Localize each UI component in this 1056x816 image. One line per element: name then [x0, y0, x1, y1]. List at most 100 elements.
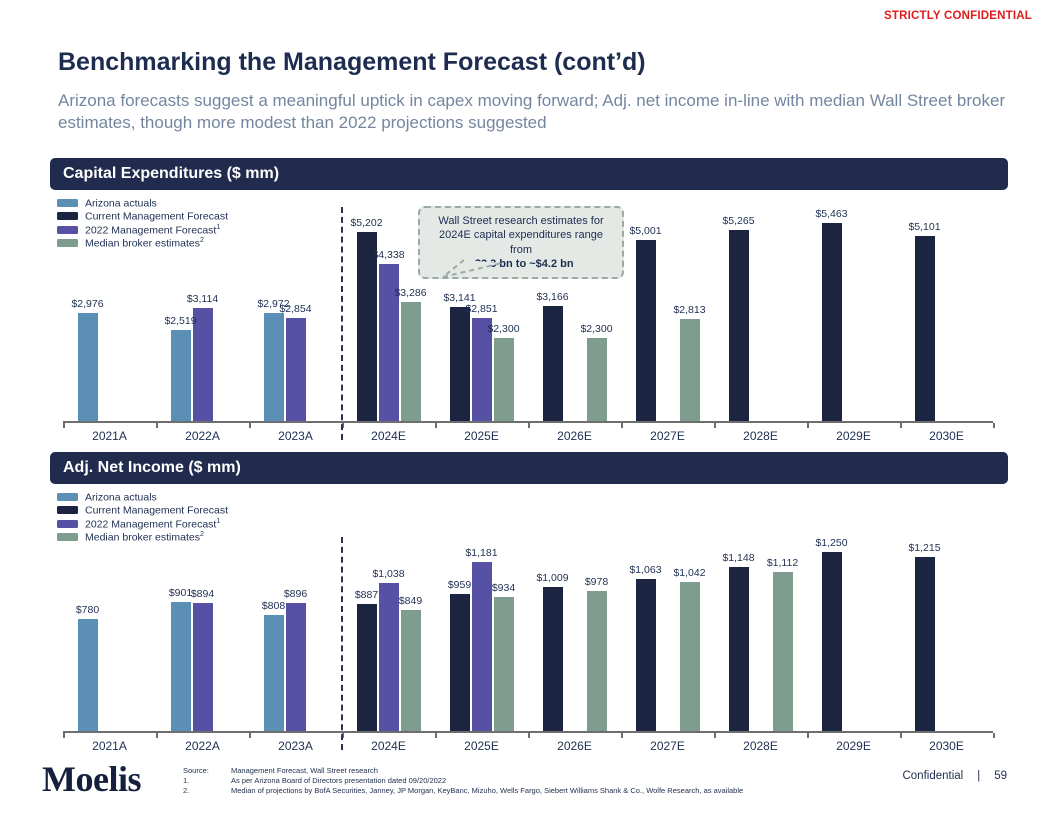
moelis-logo: Moelis — [42, 759, 141, 799]
bar — [170, 330, 191, 421]
legend-swatch-current-mgmt-forecast — [57, 506, 78, 515]
x-axis-label: 2022A — [185, 429, 220, 443]
legend-swatch-median-broker-estimates — [57, 533, 78, 542]
bar-value-label: $2,854 — [279, 303, 312, 315]
x-axis-label: 2021A — [92, 429, 127, 443]
bar — [679, 582, 700, 731]
legend-swatch-arizona-actuals — [57, 492, 78, 501]
axis-tick — [249, 423, 251, 428]
bar — [493, 597, 514, 731]
footnote-row-1: 1. As per Arizona Board of Directors pre… — [183, 776, 447, 785]
source-row: Source: Management Forecast, Wall Street… — [183, 766, 378, 775]
x-axis-label: 2024E — [371, 429, 406, 443]
x-axis — [63, 731, 993, 733]
bar-value-label: $2,851 — [465, 303, 498, 315]
bar — [192, 308, 213, 421]
bar-value-label: $808 — [261, 600, 286, 612]
page-footer-info: Confidential | 59 — [902, 770, 1007, 782]
axis-tick — [714, 733, 716, 738]
bar — [77, 313, 98, 421]
axis-tick — [528, 733, 530, 738]
axis-tick — [621, 423, 623, 428]
bar — [914, 557, 935, 731]
bar-value-label: $1,038 — [372, 568, 405, 580]
bar — [378, 583, 399, 731]
legend-item-current-mgmt-forecast: Current Management Forecast — [57, 504, 287, 518]
wall-street-estimates-callout: Wall Street research estimates for 2024E… — [418, 206, 624, 280]
bar — [821, 552, 842, 731]
bar-value-label: $934 — [491, 582, 516, 594]
bar — [356, 232, 377, 421]
callout-tail — [442, 259, 503, 278]
bar-value-label: $5,101 — [908, 221, 941, 233]
net-income-section-header: Adj. Net Income ($ mm) — [50, 452, 1008, 484]
legend-swatch-2022-mgmt-forecast — [57, 519, 78, 528]
bar-value-label: $3,114 — [186, 293, 219, 305]
axis-tick — [249, 733, 251, 738]
forecast-separator-line — [341, 207, 343, 440]
bar — [679, 319, 700, 421]
confidential-label: Confidential — [902, 770, 964, 782]
bar — [772, 572, 793, 731]
legend-label: Median broker estimates2 — [85, 237, 204, 250]
bar-value-label: $2,300 — [487, 323, 520, 335]
bar-value-label: $3,286 — [394, 287, 427, 299]
x-axis-label: 2025E — [464, 739, 499, 753]
legend-item-median-broker-estimates: Median broker estimates2 — [57, 531, 287, 545]
bar — [170, 602, 191, 731]
bar-value-label: $3,166 — [536, 291, 569, 303]
footer-divider: | — [977, 770, 981, 782]
legend-swatch-2022-mgmt-forecast — [57, 225, 78, 234]
bar-value-label: $5,265 — [722, 215, 755, 227]
axis-tick — [435, 423, 437, 428]
bar-value-label: $978 — [584, 576, 609, 588]
bar — [586, 338, 607, 421]
bar-value-label: $887 — [354, 589, 379, 601]
bar-value-label: $1,148 — [722, 552, 755, 564]
callout-range: ~$2.3 bn to ~$4.2 bn — [468, 257, 574, 270]
bar — [635, 579, 656, 731]
x-axis-label: 2030E — [929, 739, 964, 753]
bar-value-label: $1,250 — [815, 537, 848, 549]
bar-value-label: $901 — [168, 587, 193, 599]
bar-value-label: $896 — [283, 588, 308, 600]
bar-value-label: $1,181 — [465, 547, 498, 559]
legend-item-2022-mgmt-forecast: 2022 Management Forecast1 — [57, 517, 287, 531]
bar-value-label: $2,813 — [673, 304, 706, 316]
bar-value-label: $5,463 — [815, 208, 848, 220]
x-axis-label: 2022A — [185, 739, 220, 753]
bar — [728, 230, 749, 421]
x-axis-label: 2029E — [836, 739, 871, 753]
x-axis-label: 2030E — [929, 429, 964, 443]
bar-value-label: $5,001 — [629, 225, 662, 237]
capex-section-header: Capital Expenditures ($ mm) — [50, 158, 1008, 190]
legend-label: Arizona actuals — [85, 491, 157, 503]
axis-tick — [621, 733, 623, 738]
page-number: 59 — [994, 770, 1007, 782]
x-axis-label: 2023A — [278, 739, 313, 753]
bar-value-label: $2,300 — [580, 323, 613, 335]
x-axis — [63, 421, 993, 423]
bar — [471, 562, 492, 731]
bar — [192, 603, 213, 731]
legend-swatch-arizona-actuals — [57, 198, 78, 207]
capex-bar-chart: 2021A 2022A 2023A 2024E 2025E 2026E 2027E 2028E… — [0, 207, 1056, 443]
axis-tick — [63, 733, 65, 738]
bar-value-label: $894 — [190, 588, 215, 600]
x-axis-label: 2027E — [650, 739, 685, 753]
bar — [400, 302, 421, 421]
net-income-bar-chart: 2021A 2022A 2023A 2024E 2025E 2026E 2027E 2028E… — [0, 537, 1056, 753]
x-axis-label: 2021A — [92, 739, 127, 753]
net-income-legend: Arizona actuals Current Management Forec… — [57, 490, 287, 544]
x-axis-label: 2024E — [371, 739, 406, 753]
source-notes: Source: Management Forecast, Wall Street… — [183, 766, 743, 796]
confidential-stamp: STRICTLY CONFIDENTIAL — [884, 10, 1032, 22]
legend-swatch-median-broker-estimates — [57, 239, 78, 248]
legend-item-2022-mgmt-forecast: 2022 Management Forecast1 — [57, 223, 287, 237]
x-axis-label: 2028E — [743, 739, 778, 753]
axis-tick — [900, 733, 902, 738]
x-axis-label: 2026E — [557, 739, 592, 753]
legend-label: Median broker estimates2 — [85, 531, 204, 544]
legend-swatch-current-mgmt-forecast — [57, 212, 78, 221]
axis-tick — [435, 733, 437, 738]
